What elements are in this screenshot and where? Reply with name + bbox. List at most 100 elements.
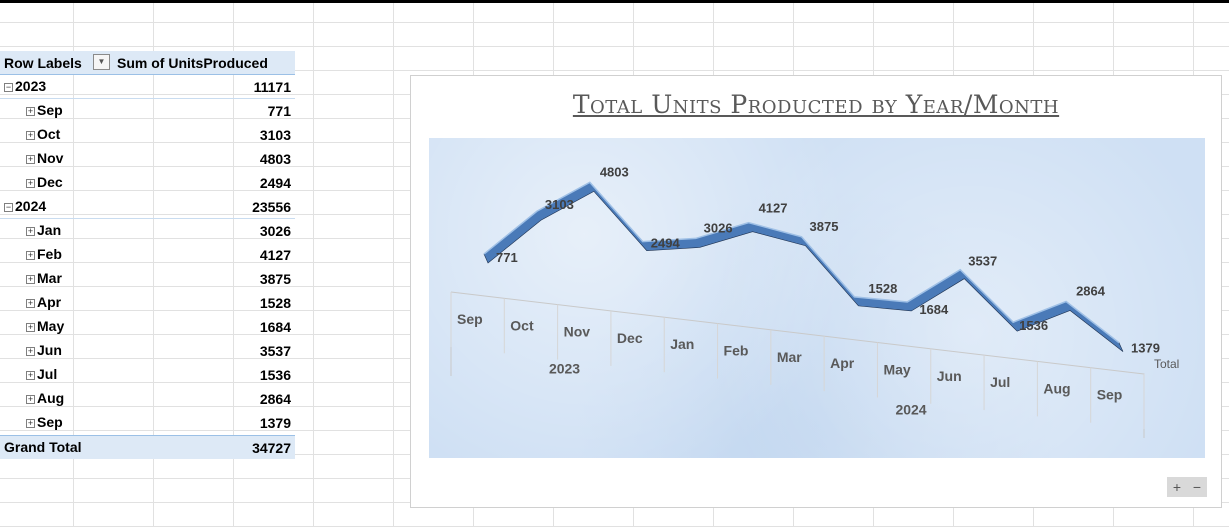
pivot-month-row: + Mar 3875: [0, 267, 295, 291]
zoom-in-button[interactable]: +: [1172, 479, 1182, 495]
pivot-month-row: + Dec 2494: [0, 171, 295, 195]
category-tick-label: May: [883, 361, 910, 377]
grand-total-value: 34727: [252, 440, 291, 456]
grand-total-row: Grand Total 34727: [0, 435, 295, 459]
pivot-month-row: + Oct 3103: [0, 123, 295, 147]
pivot-table: Row Labels ▼ Sum of UnitsProduced −2023 1…: [0, 51, 295, 459]
expand-icon[interactable]: +: [26, 226, 35, 236]
category-tick-label: Apr: [830, 355, 855, 371]
category-tick-label: Oct: [510, 317, 534, 333]
row-value: 771: [267, 103, 291, 119]
data-label[interactable]: 1528: [868, 281, 897, 296]
expand-icon[interactable]: +: [26, 418, 35, 428]
chart-title[interactable]: Total Units Producted by Year/Month: [572, 90, 1060, 119]
pivot-year-row: −2024 23556: [0, 195, 295, 219]
row-value: 4803: [259, 151, 291, 167]
collapse-icon[interactable]: −: [4, 202, 13, 212]
row-label-text: Nov: [37, 150, 64, 166]
row-labels-header: Row Labels: [4, 55, 82, 71]
pivot-month-row: + Feb 4127: [0, 243, 295, 267]
row-value: 1536: [259, 367, 291, 383]
expand-icon[interactable]: +: [26, 274, 35, 284]
pivot-month-row: + Jun 3537: [0, 339, 295, 363]
pivot-month-row: + May 1684: [0, 315, 295, 339]
zoom-controls: + −: [1167, 477, 1207, 497]
row-label: + May: [26, 318, 64, 334]
collapse-icon[interactable]: −: [4, 82, 13, 92]
data-label[interactable]: 3537: [968, 254, 997, 269]
row-value: 3103: [259, 127, 291, 143]
category-tick-label: Jul: [990, 374, 1010, 390]
row-value: 2494: [259, 175, 291, 191]
group-label: 2023: [549, 360, 580, 376]
row-label: + Oct: [26, 126, 60, 142]
expand-icon[interactable]: +: [26, 178, 35, 188]
row-label: + Jun: [26, 342, 62, 358]
row-label: + Jan: [26, 222, 61, 238]
row-label-text: Dec: [37, 174, 63, 190]
pivot-year-row: −2023 11171: [0, 75, 295, 99]
expand-icon[interactable]: +: [26, 322, 35, 332]
row-label: + Feb: [26, 246, 62, 262]
row-labels-filter-button[interactable]: ▼: [93, 54, 110, 70]
category-tick-label: Aug: [1043, 380, 1070, 396]
row-label: + Jul: [26, 366, 57, 382]
category-tick-label: Sep: [457, 311, 483, 327]
expand-icon[interactable]: +: [26, 346, 35, 356]
row-label-text: 2023: [15, 78, 47, 94]
row-label-text: Mar: [37, 270, 62, 286]
row-value: 1379: [259, 415, 291, 431]
expand-icon[interactable]: +: [26, 370, 35, 380]
row-label-text: Sep: [37, 102, 63, 118]
expand-icon[interactable]: +: [26, 130, 35, 140]
row-label-text: May: [37, 318, 65, 334]
row-label: −2024: [4, 198, 46, 214]
row-label: + Sep: [26, 414, 63, 430]
row-label-text: 2024: [15, 198, 47, 214]
data-label[interactable]: 1379: [1131, 341, 1160, 356]
data-label[interactable]: 4127: [759, 201, 788, 216]
row-label: + Dec: [26, 174, 63, 190]
data-label[interactable]: 1536: [1019, 318, 1048, 333]
zoom-out-button[interactable]: −: [1192, 479, 1202, 495]
expand-icon[interactable]: +: [26, 106, 35, 116]
expand-icon[interactable]: +: [26, 298, 35, 308]
pivot-month-row: + Jul 1536: [0, 363, 295, 387]
line-chart: 771 3103 4803 2494 3026 4127 3875 1528 1684 3537 1…: [450, 164, 1179, 438]
data-label[interactable]: 1684: [919, 302, 949, 317]
data-label[interactable]: 2494: [651, 236, 681, 251]
row-value: 3875: [259, 271, 291, 287]
pivot-rows: −2023 11171 + Sep 771 + Oct 3103 + Nov 4803 + Dec 249…: [0, 75, 295, 435]
data-label[interactable]: 771: [496, 250, 518, 265]
row-value: 11171: [253, 79, 291, 95]
pivot-month-row: + Aug 2864: [0, 387, 295, 411]
data-label[interactable]: 3875: [810, 219, 839, 234]
pivot-header-row: Row Labels ▼ Sum of UnitsProduced: [0, 51, 295, 75]
category-tick-label: Sep: [1097, 387, 1123, 403]
data-label[interactable]: 4803: [600, 164, 629, 179]
category-tick-label: Feb: [724, 343, 749, 359]
expand-icon[interactable]: +: [26, 394, 35, 404]
category-tick-label: Nov: [564, 324, 591, 340]
grand-total-label: Grand Total: [4, 439, 82, 455]
row-value: 1528: [259, 295, 291, 311]
pivot-month-row: + Nov 4803: [0, 147, 295, 171]
row-label: + Apr: [26, 294, 61, 310]
data-label[interactable]: 3026: [704, 220, 733, 235]
row-label-text: Feb: [37, 246, 62, 262]
chart-container[interactable]: Total Units Producted by Year/Month 771 3…: [410, 75, 1222, 508]
row-value: 3537: [259, 343, 291, 359]
plot-area[interactable]: 771 3103 4803 2494 3026 4127 3875 1528 1684 3537 1…: [429, 138, 1205, 458]
series-line-highlight: [483, 181, 1120, 344]
data-label[interactable]: 3103: [545, 197, 574, 212]
expand-icon[interactable]: +: [26, 154, 35, 164]
row-label-text: Sep: [37, 414, 63, 430]
data-label[interactable]: 2864: [1076, 283, 1106, 298]
expand-icon[interactable]: +: [26, 250, 35, 260]
row-label-text: Jan: [37, 222, 62, 238]
row-label-text: Jul: [37, 366, 58, 382]
row-label-text: Jun: [37, 342, 62, 358]
row-value: 1684: [259, 319, 291, 335]
pivot-month-row: + Sep 771: [0, 99, 295, 123]
row-label-text: Aug: [37, 390, 65, 406]
